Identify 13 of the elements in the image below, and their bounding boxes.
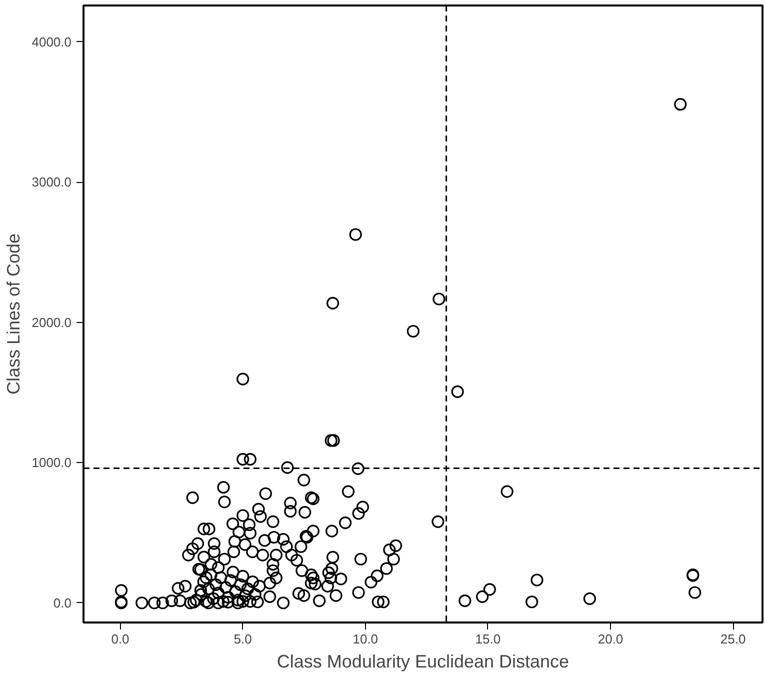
x-tick-label: 25.0 — [720, 632, 746, 646]
y-tick-label: 2000.0 — [32, 314, 72, 330]
x-tick-label: 5.0 — [234, 632, 252, 646]
x-tick-label: 20.0 — [598, 632, 624, 646]
x-tick-label: 15.0 — [475, 632, 501, 646]
y-tick-label: 3000.0 — [32, 174, 72, 190]
x-tick-label: 0.0 — [111, 632, 130, 646]
y-tick-label: 1000.0 — [32, 455, 72, 470]
y-tick-label: 0.0 — [53, 595, 72, 610]
y-tick-label: 4000.0 — [32, 34, 72, 50]
x-axis-title: Class Modularity Euclidean Distance — [276, 652, 570, 672]
y-axis-title: Class Lines of Code — [4, 233, 24, 395]
x-tick-label: 10.0 — [352, 632, 378, 646]
